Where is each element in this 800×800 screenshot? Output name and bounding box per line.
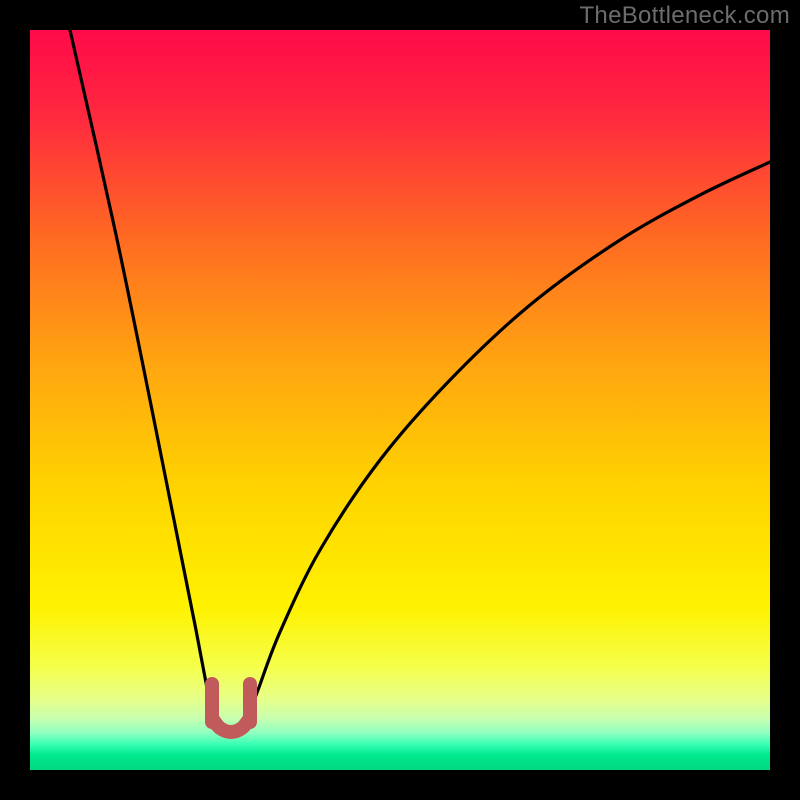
figure-root: TheBottleneck.com <box>0 0 800 800</box>
bottleneck-chart-svg <box>0 0 800 800</box>
gradient-background <box>30 30 770 770</box>
watermark-text: TheBottleneck.com <box>579 2 790 30</box>
